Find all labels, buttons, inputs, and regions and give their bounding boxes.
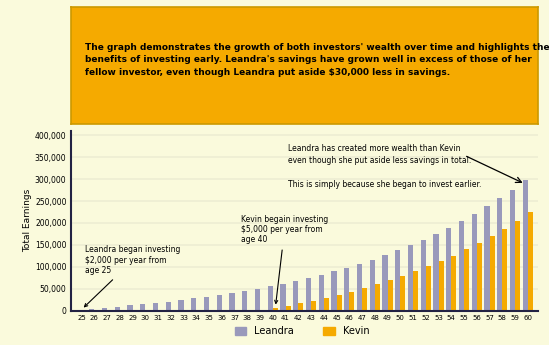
Bar	[502, 229, 507, 310]
Bar	[293, 281, 298, 310]
Bar	[497, 198, 502, 310]
Bar	[153, 303, 158, 311]
Bar	[515, 221, 520, 310]
Bar	[459, 221, 464, 310]
Bar	[89, 309, 94, 311]
Bar	[337, 295, 341, 310]
Bar	[388, 280, 393, 311]
Bar	[426, 266, 431, 311]
Bar	[281, 284, 285, 310]
Bar	[332, 271, 337, 310]
Bar	[357, 264, 362, 310]
Bar	[464, 249, 469, 310]
Bar	[434, 234, 439, 310]
Bar	[166, 302, 171, 310]
Bar	[510, 189, 515, 310]
Bar	[369, 259, 375, 310]
Bar	[115, 307, 120, 310]
Bar	[484, 206, 490, 310]
Bar	[349, 292, 355, 310]
Bar	[204, 297, 209, 310]
Bar	[421, 240, 426, 310]
Text: The graph demonstrates the growth of both investors' wealth over time and highli: The graph demonstrates the growth of bot…	[86, 43, 549, 77]
Bar	[178, 300, 183, 310]
Bar	[451, 256, 456, 310]
Bar	[102, 308, 107, 310]
Bar	[76, 309, 82, 311]
Y-axis label: Total Earnings: Total Earnings	[23, 189, 32, 253]
Bar	[528, 212, 533, 310]
Bar	[191, 298, 197, 310]
Bar	[319, 275, 324, 310]
Bar	[477, 243, 482, 310]
Bar	[344, 268, 349, 310]
Bar	[395, 250, 400, 310]
Text: Leandra began investing
$2,000 per year from
age 25: Leandra began investing $2,000 per year …	[85, 245, 181, 307]
Bar	[472, 214, 477, 310]
Bar	[273, 308, 278, 310]
Bar	[523, 180, 528, 310]
Bar	[255, 288, 260, 311]
Bar	[400, 276, 405, 310]
Bar	[217, 295, 222, 310]
Bar	[408, 245, 413, 310]
Bar	[268, 286, 273, 310]
Bar	[383, 255, 388, 310]
Bar	[285, 306, 290, 310]
Bar	[439, 261, 444, 310]
Bar	[362, 288, 367, 310]
Text: Leandra has created more wealth than Kevin
even though she put aside less saving: Leandra has created more wealth than Kev…	[288, 144, 481, 189]
Bar	[127, 305, 132, 310]
Text: Kevin begain investing
$5,000 per year from
age 40: Kevin begain investing $5,000 per year f…	[241, 215, 328, 304]
Bar	[229, 293, 234, 310]
Bar	[298, 304, 304, 310]
Bar	[324, 298, 329, 310]
Bar	[375, 284, 380, 310]
Legend: Leandra, Kevin: Leandra, Kevin	[231, 322, 373, 340]
Bar	[140, 304, 145, 310]
Bar	[490, 236, 495, 310]
Bar	[413, 272, 418, 310]
Bar	[306, 278, 311, 310]
Bar	[242, 291, 247, 310]
Bar	[446, 228, 451, 310]
Bar	[311, 301, 316, 310]
